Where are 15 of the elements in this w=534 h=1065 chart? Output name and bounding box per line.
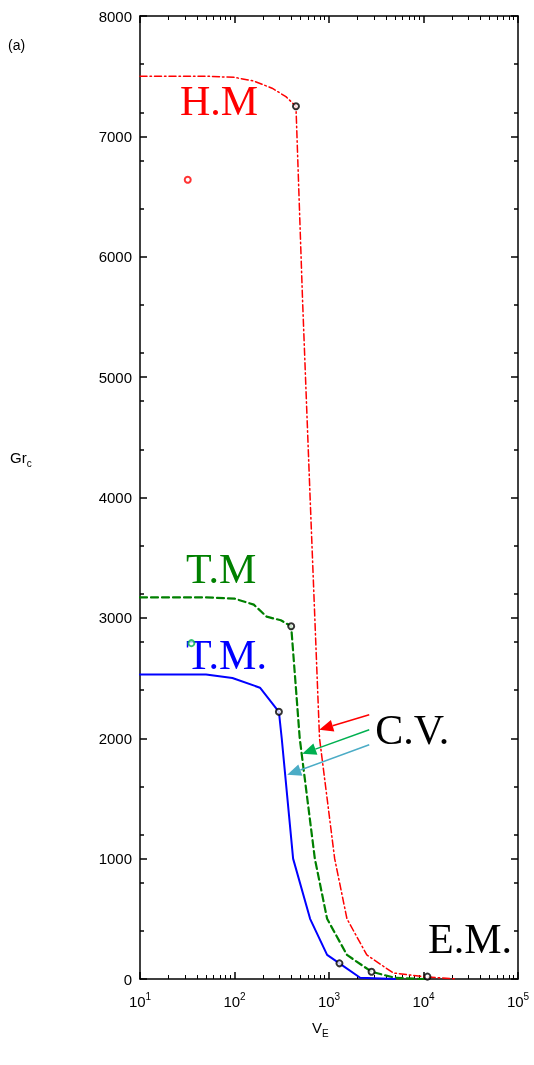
y-tick-label: 8000 (98, 7, 132, 25)
annotation: E.M. (428, 916, 512, 962)
series-label: T.M (186, 546, 257, 592)
y-tick-label: 6000 (98, 248, 132, 266)
y-tick-label: 5000 (98, 368, 132, 386)
text: (a) (8, 37, 26, 53)
y-tick-label: 2000 (98, 729, 132, 747)
y-tick-label: 0 (123, 970, 132, 988)
series-label: T.M. (186, 632, 267, 678)
y-tick-label: 7000 (98, 127, 132, 145)
y-tick-label: 3000 (98, 609, 132, 627)
annotation: C.V. (375, 706, 450, 753)
y-tick-label: 1000 (98, 850, 132, 868)
y-tick-label: 4000 (98, 489, 132, 506)
series-label: H.M (180, 78, 259, 124)
